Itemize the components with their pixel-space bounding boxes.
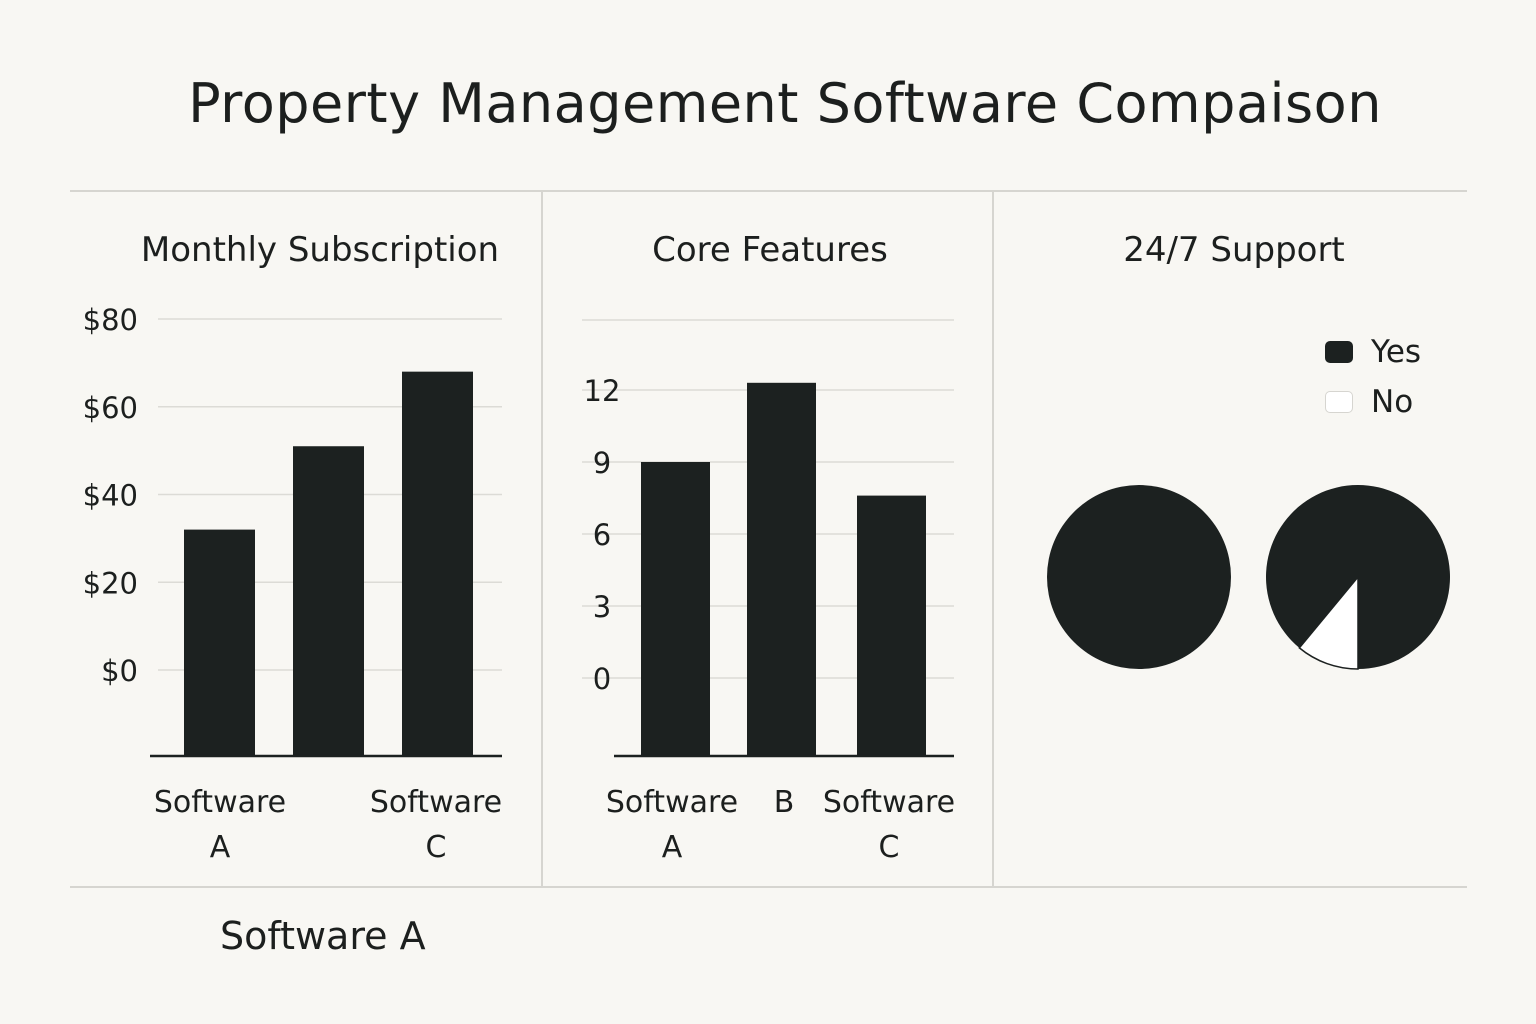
y-tick-label: $60 — [83, 391, 138, 425]
bar — [402, 371, 473, 756]
x-tick-label: Software — [606, 785, 738, 820]
core-features-chart: 0 3 6 9 12 Software A B Software C — [582, 319, 955, 865]
y-tick-label: $0 — [101, 654, 138, 688]
bar — [293, 446, 364, 756]
footer-label: Software A — [220, 914, 426, 958]
x-tick-label: A — [662, 830, 683, 865]
support-title: 24/7 Support — [1123, 230, 1345, 270]
legend-label-no: No — [1371, 384, 1414, 420]
core-features-title: Core Features — [652, 230, 888, 270]
x-tick-label: C — [426, 830, 447, 865]
legend-swatch-no — [1325, 391, 1353, 413]
y-tick-label: 3 — [593, 590, 611, 624]
bar — [747, 382, 816, 756]
x-tick-label: B — [774, 785, 795, 820]
x-tick-label: Software — [823, 785, 955, 820]
bar — [857, 495, 926, 756]
legend-item-yes: Yes — [1325, 334, 1421, 370]
x-tick-label: A — [210, 830, 231, 865]
y-tick-label: 6 — [593, 518, 611, 552]
y-tick-label: $80 — [83, 303, 138, 337]
pie-slice-yes — [1047, 485, 1231, 669]
bar — [184, 529, 255, 756]
y-tick-label: $40 — [83, 479, 138, 513]
x-tick-label: Software — [154, 785, 286, 820]
pie-slice-no — [1298, 574, 1359, 670]
x-tick-label: Software — [370, 785, 502, 820]
support-pie-charts — [1047, 484, 1450, 670]
legend-item-no: No — [1325, 384, 1413, 420]
monthly-subscription-title: Monthly Subscription — [140, 230, 500, 270]
y-tick-label: 9 — [593, 446, 611, 480]
x-tick-label: C — [879, 830, 900, 865]
y-tick-label: 12 — [584, 374, 621, 408]
y-tick-label: 0 — [593, 662, 611, 696]
monthly-subscription-chart: $0 $20 $40 $60 $80 Software A Software C — [83, 303, 502, 865]
y-tick-label: $20 — [83, 566, 138, 600]
legend-swatch-yes — [1325, 341, 1353, 363]
legend-label-yes: Yes — [1371, 334, 1422, 370]
page-title: Property Management Software Compaison — [188, 72, 1382, 135]
bar — [641, 462, 710, 756]
